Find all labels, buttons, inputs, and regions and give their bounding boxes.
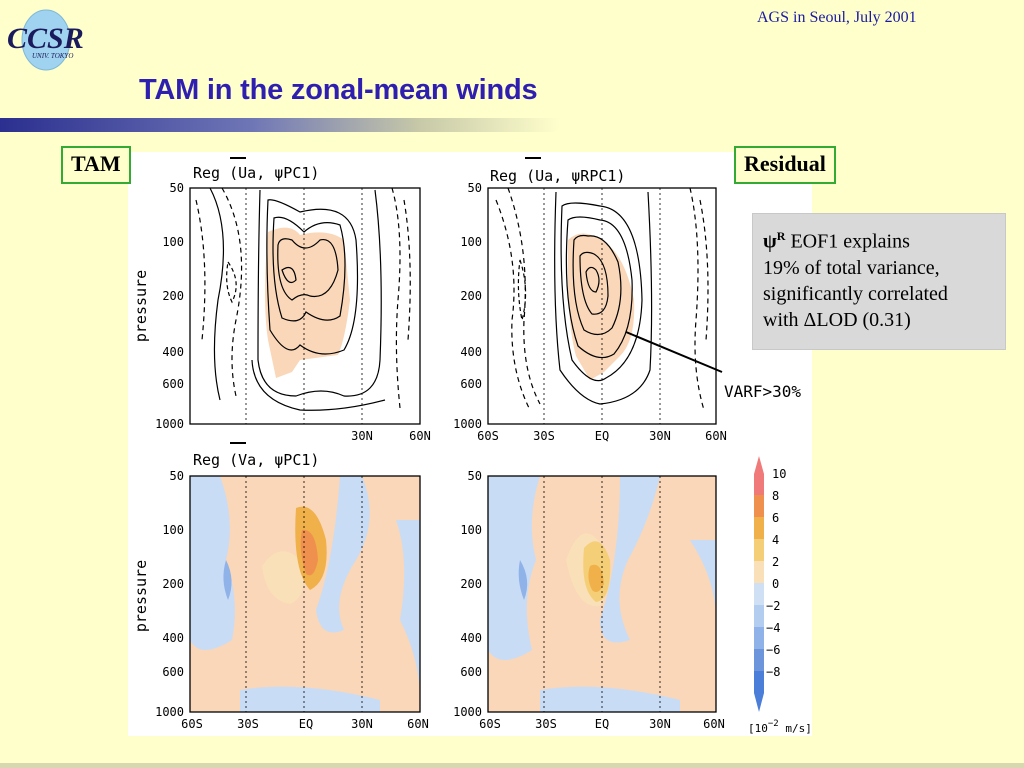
explanation-box: ψR EOF1 explains 19% of total variance, … [752,213,1006,350]
y-tick: 600 [162,665,184,679]
x-tick: 30N [649,717,671,731]
y-tick: 1000 [453,705,482,719]
y-tick: 100 [162,523,184,537]
note-line-4: with ΔLOD (0.31) [763,308,911,331]
x-tick: 30S [533,429,555,443]
y-tick: 100 [162,235,184,249]
x-tick: 60N [705,429,727,443]
title-rule [0,118,560,132]
panel-title: Reg (Va, ψPC1) [193,451,319,469]
y-axis-label: pressure [132,560,150,632]
varf-annotation: VARF>30% [724,382,801,401]
ccsr-logo: CCSR UNIV. TOKYO [7,9,84,71]
residual-tag: Residual [734,146,836,184]
y-tick: 200 [460,577,482,591]
note-line-3: significantly correlated [763,282,948,305]
colorbar-tick: −8 [766,665,780,679]
x-tick: EQ [595,717,609,731]
y-tick: 1000 [155,705,184,719]
note-line-1: ψR EOF1 explains [763,223,997,255]
y-tick: 400 [162,345,184,359]
figure: 50 100 200 400 600 1000 30N 60N Reg (Ua,… [128,152,812,736]
colorbar-tick: 4 [772,533,779,547]
panel-ua-pc1: 50 100 200 400 600 1000 30N 60N Reg (Ua,… [132,157,431,443]
logo-text: CCSR [7,22,84,55]
colorbar-tick: −4 [766,621,780,635]
colorbar-tick: 8 [772,489,779,503]
x-tick: EQ [595,429,609,443]
colorbar-unit: [10−2 m/s] [748,719,812,735]
footer-rule [0,763,1024,768]
colorbar-tick: −2 [766,599,780,613]
x-tick: 60S [479,717,501,731]
colorbar-tick: −6 [766,643,780,657]
x-tick: 30S [237,717,259,731]
panel-ua-psir-pc1: 50 100 200 400 600 1000 60S 30S EQ 30N 6… [453,157,801,443]
y-tick: 100 [460,235,482,249]
slide-title: TAM in the zonal-mean winds [139,74,538,106]
y-tick: 200 [162,289,184,303]
colorbar-tick: 10 [772,467,786,481]
y-tick: 600 [460,665,482,679]
y-tick: 1000 [453,417,482,431]
y-tick: 1000 [155,417,184,431]
y-tick: 400 [460,631,482,645]
psi-superscript: R [776,229,786,243]
colorbar-tick: 0 [772,577,779,591]
y-tick: 50 [170,181,184,195]
conference-label: AGS in Seoul, July 2001 [757,9,917,26]
x-tick: 60S [477,429,499,443]
y-tick: 200 [460,289,482,303]
panel-va-psir-pc1: 50 100 200 400 600 1000 60S 30S EQ 30N 6… [453,469,725,731]
y-tick: 200 [162,577,184,591]
y-tick: 400 [162,631,184,645]
note-line-1-text: EOF1 explains [785,230,910,253]
y-tick: 600 [460,377,482,391]
panel-title: Reg (Ua, ψRPC1) [490,167,625,185]
y-tick: 50 [170,469,184,483]
y-tick: 400 [460,345,482,359]
colorbar: 10 8 6 4 2 0 −2 −4 −6 −8 [10−2 m/s] [748,456,812,735]
y-tick: 100 [460,523,482,537]
note-line-2: 19% of total variance, [763,256,940,279]
x-tick: EQ [299,717,313,731]
x-tick: 30N [351,717,373,731]
y-tick: 50 [468,181,482,195]
x-tick: 60N [407,717,429,731]
x-tick: 30N [351,429,373,443]
logo-subtext: UNIV. TOKYO [32,52,73,60]
colorbar-tick: 2 [772,555,779,569]
colorbar-tick: 6 [772,511,779,525]
psi-symbol: ψ [763,230,777,253]
x-tick: 60N [409,429,431,443]
y-tick: 50 [468,469,482,483]
x-tick: 30N [649,429,671,443]
y-axis-label: pressure [132,270,150,342]
y-tick: 600 [162,377,184,391]
x-tick: 60S [181,717,203,731]
tam-tag: TAM [61,146,131,184]
panel-va-pc1: 50 100 200 400 600 1000 60S 30S EQ 30N 6… [132,442,429,731]
x-tick: 30S [535,717,557,731]
panel-title: Reg (Ua, ψPC1) [193,164,319,182]
x-tick: 60N [703,717,725,731]
